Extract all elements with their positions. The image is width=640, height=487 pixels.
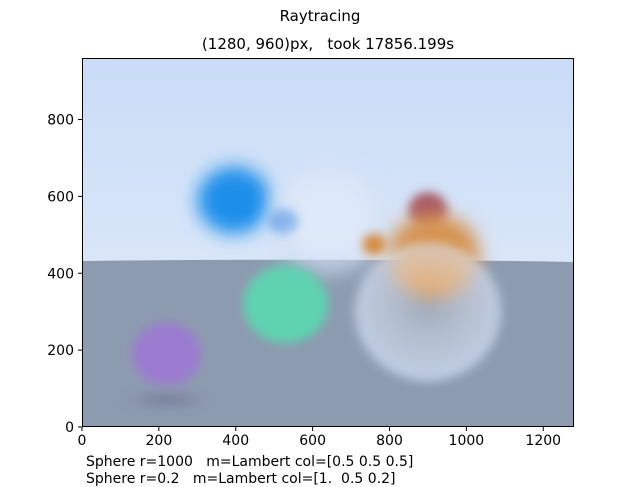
glass-sphere-far <box>270 164 386 275</box>
glass-sphere-near <box>354 242 501 382</box>
y-tick-label: 600 <box>47 189 74 205</box>
caption-line-1: Sphere r=1000 m=Lambert col=[0.5 0.5 0.5… <box>86 454 414 470</box>
figure-title: Raytracing <box>279 7 361 25</box>
x-tick-label: 0 <box>78 433 87 449</box>
x-axis: 0 200 400 600 800 1000 1200 <box>78 427 561 449</box>
y-tick-label: 400 <box>47 266 74 282</box>
purple-sphere-shadow <box>121 390 212 411</box>
purple-sphere <box>131 322 202 386</box>
x-tick-label: 200 <box>146 433 173 449</box>
y-axis: 0 200 400 600 800 <box>47 113 82 436</box>
x-tick-label: 600 <box>299 433 326 449</box>
y-tick-label: 800 <box>47 113 74 129</box>
figure-subtitle: (1280, 960)px, took 17856.199s <box>201 35 455 53</box>
caption-line-2: Sphere r=0.2 m=Lambert col=[1. 0.5 0.2] <box>86 471 396 487</box>
x-tick-label: 400 <box>222 433 249 449</box>
x-tick-label: 1200 <box>525 433 561 449</box>
x-tick-label: 1000 <box>449 433 485 449</box>
y-tick-label: 0 <box>65 420 74 436</box>
blue-sphere <box>197 166 271 234</box>
small-orange-sphere <box>362 233 386 256</box>
y-tick-label: 200 <box>47 343 74 359</box>
mint-metal-sphere <box>243 265 328 343</box>
scene-image <box>82 58 574 427</box>
axes-frame <box>82 58 574 427</box>
x-tick-label: 800 <box>376 433 403 449</box>
